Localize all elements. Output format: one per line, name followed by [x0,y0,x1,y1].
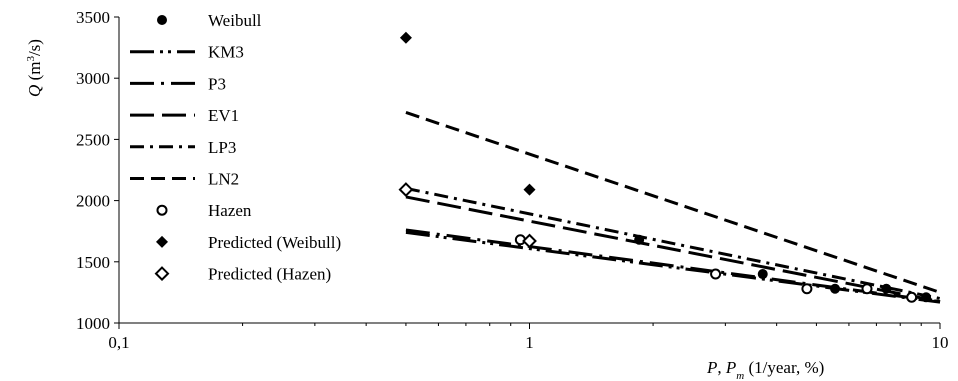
legend-label: KM3 [208,43,244,62]
legend: Weibull KM3 P3 EV1 LP3 LN2 Hazen Predicted (Wei… [130,11,341,284]
data-point-predicted-hazen [522,233,537,249]
legend-label: EV1 [208,106,239,125]
data-point-hazen [906,291,918,303]
data-point-predicted-weibull [523,183,536,196]
legend-label: Predicted (Hazen) [208,265,331,284]
y-tick-label: 1500 [76,253,110,272]
legend-swatch-marker [154,266,170,282]
x-tick-label: 10 [932,333,949,352]
legend-label: P3 [208,74,226,93]
legend-swatch-marker [157,15,167,25]
x-tick-label: 1 [525,333,534,352]
y-tick-label: 3500 [76,8,110,27]
series-line-ln2 [405,111,941,294]
series-line-lp3 [405,186,941,300]
series-line-ev1 [405,195,941,304]
y-tick-label: 1000 [76,314,110,333]
y-axis-label: Q (m3/s) [25,39,44,97]
data-point-predicted-hazen [398,182,414,197]
data-point-weibull [757,269,768,280]
x-tick-label: 0,1 [108,333,129,352]
data-point-hazen [861,283,873,295]
axes: 1000 1500 2000 2500 3000 3500 0,1 1 10 [76,8,949,352]
legend-label: Weibull [208,11,262,30]
data-point-weibull [921,292,932,303]
data-point-hazen [710,268,722,280]
legend-swatch-marker [156,204,168,216]
legend-label: Hazen [208,201,252,220]
data-point-hazen [801,283,813,295]
legend-swatch-marker [156,235,168,248]
y-tick-label: 3000 [76,69,110,88]
plot-area [398,31,941,304]
y-tick-label: 2000 [76,192,110,211]
data-point-weibull [830,283,841,294]
x-axis-label: P, Pm (1/year, %) [706,358,824,381]
legend-label: LP3 [208,138,236,157]
data-point-predicted-weibull [399,31,412,44]
data-point-weibull [881,283,892,294]
series-line-p3 [405,228,941,304]
legend-label: LN2 [208,170,239,189]
y-tick-label: 2500 [76,130,110,149]
legend-label: Predicted (Weibull) [208,233,341,252]
data-point-weibull [634,234,645,245]
